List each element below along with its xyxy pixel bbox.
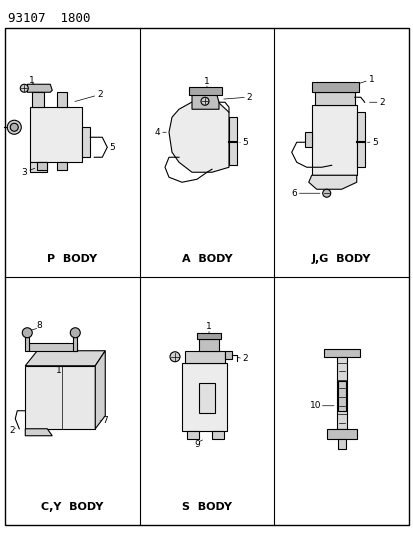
Text: A  BODY: A BODY [181, 254, 232, 263]
Circle shape [322, 189, 330, 197]
Text: 1: 1 [206, 322, 211, 331]
Polygon shape [304, 132, 311, 147]
Polygon shape [311, 82, 358, 92]
Polygon shape [187, 431, 199, 439]
Polygon shape [314, 92, 354, 105]
Text: 2: 2 [246, 93, 251, 102]
Text: J,G  BODY: J,G BODY [311, 254, 370, 263]
Text: 3: 3 [21, 168, 27, 177]
Polygon shape [169, 99, 228, 172]
Text: 8: 8 [36, 321, 42, 330]
Text: 9: 9 [194, 440, 199, 449]
Polygon shape [323, 349, 359, 357]
Text: 2: 2 [378, 98, 384, 107]
Text: 6: 6 [291, 189, 297, 198]
Polygon shape [336, 357, 346, 429]
Circle shape [22, 328, 32, 338]
Polygon shape [199, 339, 218, 351]
Text: 2: 2 [9, 426, 15, 435]
Text: S  BODY: S BODY [182, 502, 231, 512]
Polygon shape [228, 117, 236, 165]
Polygon shape [337, 439, 345, 449]
Polygon shape [337, 381, 345, 411]
Polygon shape [57, 162, 67, 170]
Polygon shape [30, 107, 82, 162]
Polygon shape [224, 351, 231, 359]
Text: 5: 5 [242, 138, 247, 147]
Polygon shape [37, 162, 47, 170]
Polygon shape [185, 351, 224, 363]
Polygon shape [326, 429, 356, 439]
Text: 93107  1800: 93107 1800 [8, 12, 90, 25]
Polygon shape [189, 87, 221, 95]
Text: 2: 2 [97, 90, 103, 99]
Polygon shape [199, 383, 214, 413]
Polygon shape [182, 363, 226, 431]
Text: 5: 5 [109, 143, 115, 152]
Text: P  BODY: P BODY [47, 254, 97, 263]
Text: C,Y  BODY: C,Y BODY [41, 502, 103, 512]
Text: 1: 1 [56, 366, 62, 375]
Polygon shape [211, 431, 223, 439]
Polygon shape [32, 92, 44, 107]
Circle shape [170, 352, 180, 362]
Text: 1: 1 [368, 75, 374, 84]
Polygon shape [73, 333, 77, 351]
Circle shape [70, 328, 80, 338]
Circle shape [10, 123, 18, 131]
Circle shape [201, 97, 209, 105]
Circle shape [20, 84, 28, 92]
Polygon shape [29, 343, 77, 351]
Polygon shape [197, 333, 221, 339]
Polygon shape [25, 366, 95, 429]
Polygon shape [25, 429, 52, 436]
Polygon shape [192, 95, 218, 109]
Polygon shape [356, 112, 364, 167]
Text: 10: 10 [309, 401, 321, 410]
Polygon shape [57, 92, 67, 107]
Polygon shape [27, 84, 52, 92]
Text: 7: 7 [102, 416, 108, 425]
Text: 4: 4 [154, 128, 159, 137]
Circle shape [7, 120, 21, 134]
Polygon shape [25, 333, 29, 351]
Polygon shape [308, 175, 356, 189]
Text: 5: 5 [371, 138, 377, 147]
Text: 1: 1 [29, 76, 35, 85]
Text: 1: 1 [204, 77, 209, 86]
Polygon shape [311, 105, 356, 175]
Text: 2: 2 [242, 354, 247, 364]
Polygon shape [25, 351, 105, 366]
Polygon shape [82, 127, 90, 157]
Polygon shape [95, 351, 105, 429]
Polygon shape [30, 162, 47, 172]
